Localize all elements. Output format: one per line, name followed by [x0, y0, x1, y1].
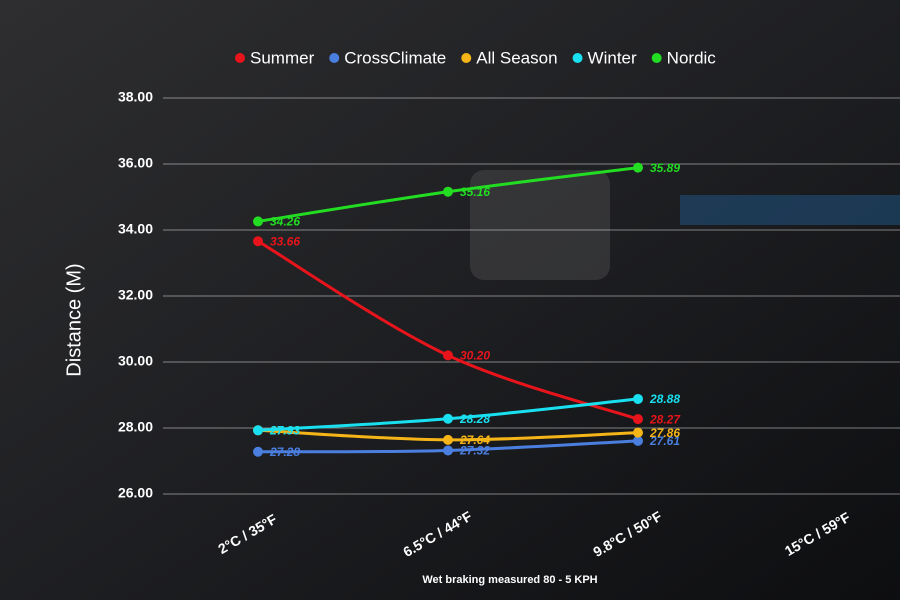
legend-marker: [235, 53, 245, 63]
y-tick-label: 32.00: [118, 287, 153, 303]
y-tick-label: 38.00: [118, 89, 153, 105]
y-tick-label: 28.00: [118, 419, 153, 435]
value-label: 27.64: [459, 433, 490, 447]
legend-marker: [329, 53, 340, 63]
barrier: [680, 195, 900, 225]
data-point: [443, 186, 453, 197]
value-label: 27.32: [459, 444, 490, 458]
y-tick-label: 26.00: [118, 485, 153, 501]
value-label: 28.28: [459, 412, 490, 426]
value-label: 27.28: [269, 445, 300, 459]
caption: Wet braking measured 80 - 5 KPH: [422, 574, 597, 586]
legend-marker: [572, 53, 583, 63]
car-silhouette: [470, 170, 610, 280]
value-label: 27.61: [649, 434, 680, 448]
data-point: [633, 162, 643, 173]
data-point: [443, 445, 453, 456]
legend-label: Winter: [588, 48, 637, 67]
value-label: 30.20: [460, 349, 490, 363]
data-point: [443, 413, 453, 424]
data-point: [253, 236, 263, 247]
value-label: 28.88: [649, 392, 680, 406]
data-point: [633, 414, 643, 425]
value-label: 28.27: [649, 412, 681, 426]
data-point: [253, 216, 263, 227]
value-label: 27.93: [269, 423, 300, 437]
legend-label: All Season: [476, 48, 557, 67]
value-label: 35.89: [650, 161, 680, 175]
data-point: [253, 446, 263, 457]
y-tick-label: 34.00: [118, 221, 153, 237]
legend-marker: [461, 53, 472, 63]
data-point: [443, 350, 453, 361]
data-point: [443, 434, 453, 445]
value-label: 33.66: [270, 234, 300, 248]
y-axis-title: Distance (M): [63, 263, 85, 376]
data-point: [633, 427, 643, 438]
y-tick-label: 30.00: [118, 353, 153, 369]
value-label: 34.26: [270, 215, 300, 229]
legend-label: Summer: [250, 48, 315, 67]
data-point: [633, 393, 643, 404]
legend-marker: [651, 53, 662, 63]
y-tick-label: 36.00: [118, 155, 153, 171]
value-label: 35.16: [460, 185, 490, 199]
legend-label: Nordic: [667, 48, 717, 67]
value-label: 27.86: [649, 426, 680, 440]
data-point: [633, 435, 643, 446]
data-point: [253, 425, 263, 436]
legend-label: CrossClimate: [344, 48, 446, 67]
